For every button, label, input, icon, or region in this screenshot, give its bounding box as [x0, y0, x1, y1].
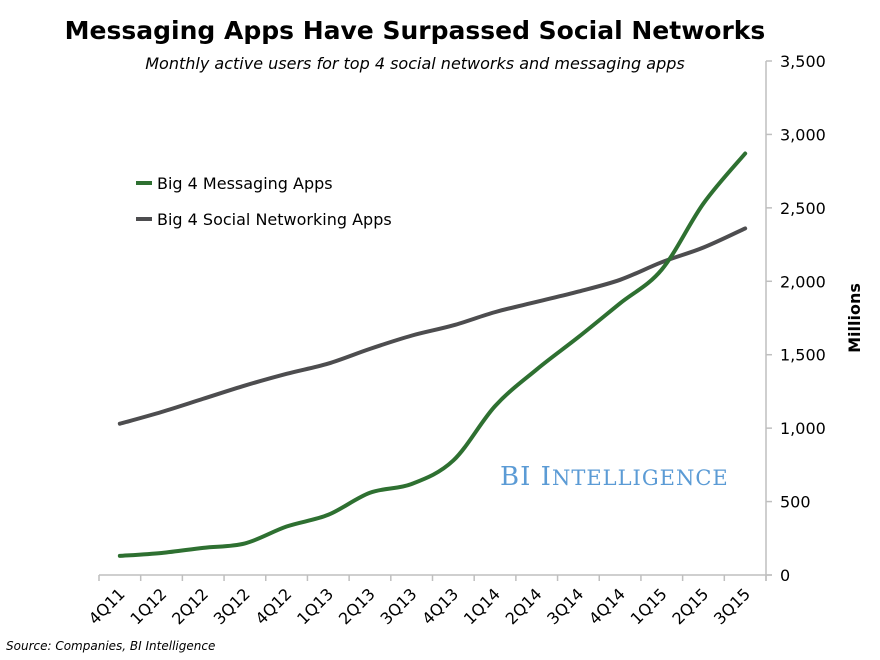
x-tick-label: 1Q15: [627, 584, 671, 628]
x-tick-label: 1Q12: [126, 584, 170, 628]
y-tick-label: 3,500: [780, 52, 826, 71]
x-tick-label: 4Q14: [585, 584, 629, 628]
legend-label: Big 4 Social Networking Apps: [157, 210, 392, 229]
x-tick-label: 4Q11: [85, 584, 129, 628]
y-tick-label: 1,000: [780, 419, 826, 438]
x-tick-label: 1Q14: [460, 584, 504, 628]
x-tick-label: 3Q14: [543, 584, 587, 628]
x-tick-label: 1Q13: [293, 584, 337, 628]
x-tick-label: 3Q15: [710, 584, 754, 628]
series-line: [117, 151, 748, 558]
y-tick-label: 1,500: [780, 346, 826, 365]
legend-label: Big 4 Messaging Apps: [157, 174, 333, 193]
x-tick-label: 2Q14: [502, 584, 546, 628]
x-tick-label: 2Q15: [668, 584, 712, 628]
y-tick-label: 0: [780, 566, 790, 585]
bi-intelligence-watermark: BI INTELLIGENCE: [500, 462, 729, 492]
series-line: [117, 226, 748, 426]
y-axis-label: Millions: [845, 283, 864, 353]
x-tick-label: 2Q13: [335, 584, 379, 628]
x-tick-label: 4Q12: [251, 584, 295, 628]
chart-title: Messaging Apps Have Surpassed Social Net…: [64, 16, 766, 45]
source-note: Source: Companies, BI Intelligence: [6, 639, 216, 653]
y-tick-label: 3,000: [780, 125, 826, 144]
y-tick-label: 2,000: [780, 272, 826, 291]
x-tick-label: 3Q13: [377, 584, 421, 628]
x-tick-label: 3Q12: [210, 584, 254, 628]
x-tick-label: 4Q13: [418, 584, 462, 628]
x-tick-label: 2Q12: [168, 584, 212, 628]
y-tick-label: 500: [780, 493, 811, 512]
y-tick-label: 2,500: [780, 199, 826, 218]
chart-subtitle: Monthly active users for top 4 social ne…: [145, 54, 685, 73]
